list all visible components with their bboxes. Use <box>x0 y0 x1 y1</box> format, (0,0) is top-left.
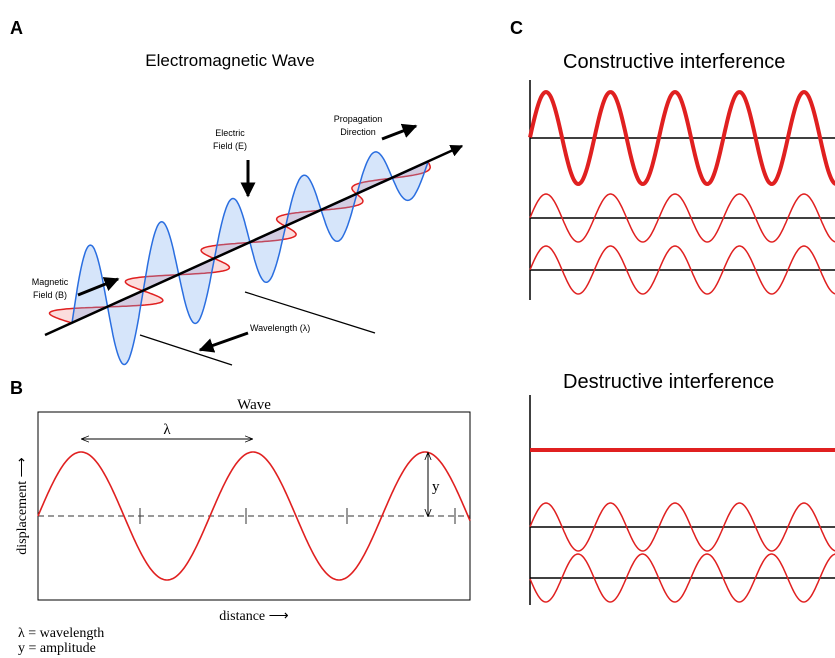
arrow <box>198 331 249 353</box>
panel-title: Electromagnetic Wave <box>145 51 314 70</box>
panel-title: Constructive interference <box>563 51 785 73</box>
label: Electric <box>215 128 245 138</box>
wavelength-line <box>139 334 233 366</box>
arrow <box>381 123 418 141</box>
wave <box>529 245 835 295</box>
wave <box>37 451 471 581</box>
label: Direction <box>340 127 376 137</box>
panel-letter: A <box>10 18 23 38</box>
ticks <box>139 508 456 524</box>
label: Propagation <box>334 114 383 124</box>
y-axis-label: displacement ⟶ <box>15 457 30 554</box>
panel-title: Wave <box>237 397 271 413</box>
label: Wavelength (λ) <box>250 323 310 333</box>
x-axis-label: distance ⟶ <box>219 609 288 624</box>
label: y <box>432 479 440 495</box>
wave <box>529 502 835 552</box>
legend: y = amplitude <box>18 641 96 656</box>
label: Field (B) <box>33 290 67 300</box>
plot-frame <box>37 411 471 601</box>
wave <box>529 193 835 243</box>
wave <box>529 553 835 603</box>
label: λ <box>163 422 171 438</box>
arrow <box>77 277 120 297</box>
legend: λ = wavelength <box>18 626 104 641</box>
label: Field (E) <box>213 141 247 151</box>
panel-title: Destructive interference <box>563 371 774 393</box>
wavelength-line <box>244 291 376 334</box>
panel-letter: C <box>510 18 523 38</box>
propagation-axis <box>44 144 464 337</box>
sum-wave <box>528 89 835 187</box>
panel-letter: B <box>10 378 23 398</box>
label: Magnetic <box>32 277 69 287</box>
electric-wave <box>71 151 430 366</box>
